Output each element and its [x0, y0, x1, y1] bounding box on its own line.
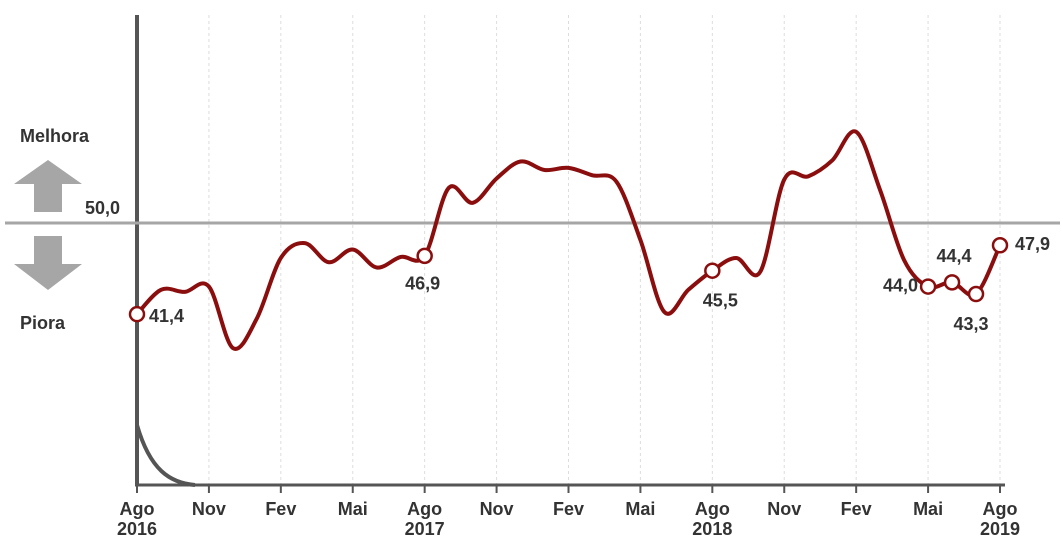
data-label: 43,3 — [954, 314, 989, 334]
x-tick-label: Mai — [913, 499, 944, 519]
point-marker — [919, 278, 937, 295]
data-label: 47,9 — [1015, 234, 1050, 254]
point-marker — [704, 262, 721, 279]
x-tick-label: Ago 2016 — [116, 499, 158, 539]
x-tick-label: Fev — [552, 499, 585, 519]
decoration-curve — [135, 424, 196, 487]
x-tick-label: Ago 2019 — [979, 499, 1021, 539]
point-marker — [991, 237, 1009, 254]
point-marker — [128, 305, 146, 323]
x-tick-label: Fev — [840, 499, 872, 519]
data-label: 41,4 — [149, 306, 184, 326]
x-tick-label: Mai — [337, 499, 368, 519]
data-label: 44,4 — [937, 246, 972, 266]
data-label: 44,0 — [883, 275, 918, 295]
point-marker — [416, 247, 433, 265]
data-label: 45,5 — [703, 290, 738, 310]
x-tick-label: Fev — [265, 499, 297, 519]
x-tick-label: Ago 2017 — [404, 499, 445, 539]
x-tick-label: Nov — [767, 499, 802, 519]
line — [135, 129, 1002, 351]
point-marker — [943, 274, 961, 291]
x-tick-label: Nov — [479, 499, 514, 519]
x-tick-label: Ago 2018 — [692, 499, 733, 539]
annotation: Piora — [20, 313, 66, 333]
worsen-arrow — [14, 236, 82, 290]
y-tick-label: 50,0 — [85, 198, 120, 218]
annotation: Melhora — [20, 126, 90, 146]
point-marker — [967, 285, 985, 303]
data-label: 46,9 — [405, 274, 440, 294]
improve-arrow — [14, 160, 82, 212]
x-tick-label: Mai — [625, 499, 656, 519]
x-tick-label: Nov — [191, 499, 226, 519]
